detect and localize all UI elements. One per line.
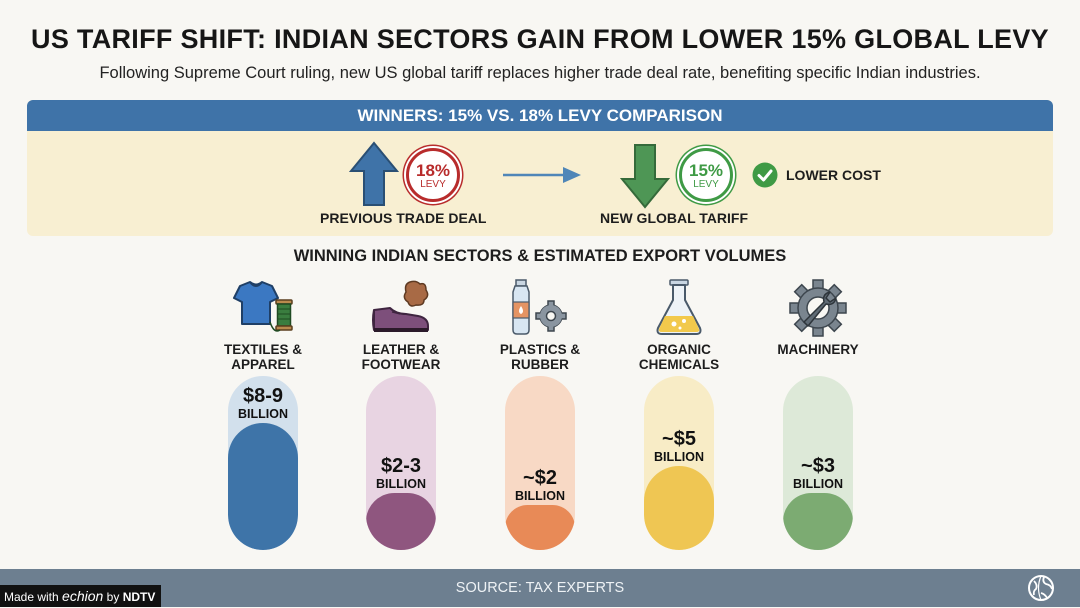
- gear-wrench-icon: [789, 279, 847, 337]
- footer-bar: SOURCE: TAX EXPERTS: [0, 569, 1080, 607]
- current-levy-badge: 15% LEVY: [679, 148, 733, 202]
- sector-chemicals: ORGANIC CHEMICALS: [609, 278, 749, 374]
- volume-unit: BILLION: [376, 477, 426, 491]
- previous-levy-badge: 18% LEVY: [406, 148, 460, 202]
- sector-name: PLASTICS & RUBBER: [499, 342, 581, 372]
- ndtv-brand: NDTV: [122, 590, 156, 604]
- new-global-tariff-label: NEW GLOBAL TARIFF: [600, 210, 749, 226]
- comparison-heading: WINNERS: 15% VS. 18% LEVY COMPARISON: [27, 100, 1053, 131]
- flask-icon: [656, 279, 702, 335]
- sector-name: ORGANIC CHEMICALS: [638, 342, 720, 372]
- shoe-leather-icon: [372, 280, 429, 332]
- chemicals-volume-bar: ~$5 BILLION: [644, 376, 714, 550]
- volume-value: $2-3: [380, 455, 422, 477]
- volume-fill: [505, 505, 575, 550]
- sector-leather: LEATHER & FOOTWEAR: [331, 278, 471, 374]
- check-circle-icon: [752, 162, 778, 188]
- source-label: SOURCE: TAX EXPERTS: [455, 580, 625, 596]
- volume-fill: [783, 493, 853, 550]
- volume-value: $8-9: [242, 385, 284, 407]
- volume-fill: [644, 466, 714, 550]
- up-arrow-icon: [349, 141, 399, 206]
- plastics-volume-bar: ~$2 BILLION: [505, 376, 575, 550]
- volume-unit: BILLION: [654, 450, 704, 464]
- volume-unit: BILLION: [238, 407, 288, 421]
- volume-fill: [366, 493, 436, 550]
- sector-name: MACHINERY: [777, 342, 859, 357]
- volume-fill: [228, 423, 298, 550]
- previous-trade-deal-label: PREVIOUS TRADE DEAL: [320, 210, 487, 226]
- volume-value: ~$3: [801, 455, 835, 477]
- echion-brand: echion: [62, 588, 104, 604]
- volume-value: ~$2: [523, 467, 557, 489]
- made-with-badge[interactable]: Made with echion by NDTV: [0, 585, 162, 607]
- sector-textiles: TEXTILES & APPAREL: [193, 278, 333, 374]
- sectors-title: WINNING INDIAN SECTORS & ESTIMATED EXPOR…: [293, 247, 787, 265]
- sector-machinery: MACHINERY: [748, 278, 888, 374]
- sector-plastics: PLASTICS & RUBBER: [470, 278, 610, 374]
- right-arrow-icon: [503, 167, 581, 183]
- sector-name: LEATHER & FOOTWEAR: [361, 342, 441, 372]
- made-by: by: [106, 590, 120, 604]
- volume-value: ~$5: [662, 428, 696, 450]
- made-prefix: Made with: [4, 590, 59, 604]
- volume-unit: BILLION: [793, 477, 843, 491]
- bottle-gear-icon: [512, 279, 567, 335]
- textiles-volume-bar: $8-9 BILLION: [228, 376, 298, 550]
- leather-volume-bar: $2-3 BILLION: [366, 376, 436, 550]
- page-subtitle: Following Supreme Court ruling, new US g…: [99, 64, 981, 82]
- page-title: US TARIFF SHIFT: INDIAN SECTORS GAIN FRO…: [31, 24, 1049, 54]
- levy-comparison-panel: WINNERS: 15% VS. 18% LEVY COMPARISON 18%…: [27, 100, 1053, 236]
- sector-name: TEXTILES & APPAREL: [223, 342, 302, 372]
- globe-icon[interactable]: [1026, 573, 1056, 603]
- machinery-volume-bar: ~$3 BILLION: [783, 376, 853, 550]
- volume-unit: BILLION: [515, 489, 565, 503]
- down-arrow-icon: [620, 144, 670, 209]
- lower-cost-label: LOWER COST: [786, 167, 881, 183]
- tshirt-thread-icon: [233, 281, 293, 332]
